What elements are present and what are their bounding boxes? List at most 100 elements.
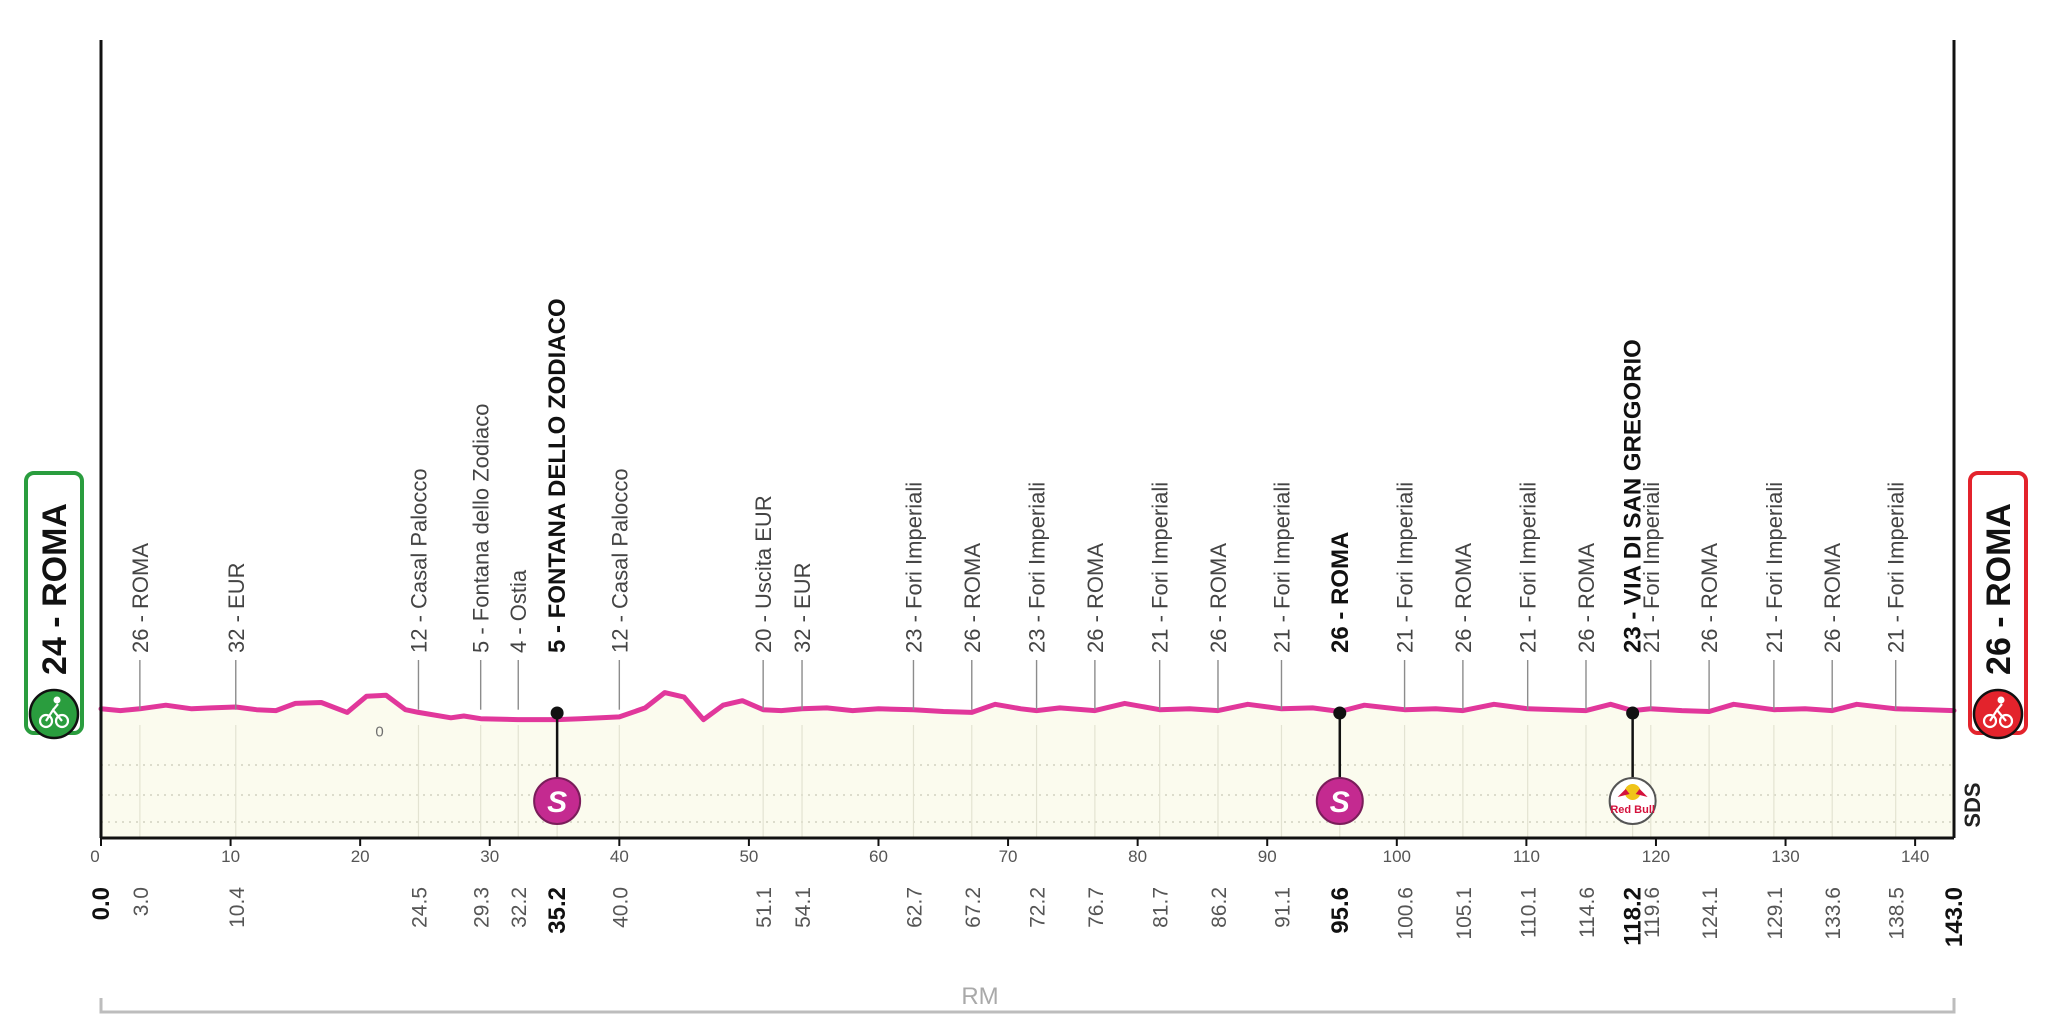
redbull-icon-text: Red Bull [1610, 804, 1655, 816]
x-tick-label: 80 [1128, 847, 1147, 866]
location-label: 21 - Fori Imperiali [1884, 482, 1909, 653]
cyclist-wheel [54, 713, 70, 729]
km-label: 95.6 [1327, 887, 1354, 934]
cyclist-icon [1972, 688, 2024, 740]
km-label: 51.1 [753, 887, 776, 928]
km-markers: 0.0 3.0 10.4 24.5 29.3 32.2 35.2 40.0 51.1 54.1 62… [88, 887, 1968, 947]
location-label: 26 - ROMA [128, 543, 153, 653]
x-tick-label: 10 [221, 847, 240, 866]
location-label: 26 - ROMA [1697, 543, 1722, 653]
x-tick-label: 0 [90, 847, 99, 866]
km-label: 133.6 [1822, 887, 1845, 940]
location-label: 5 - Fontana dello Zodiaco [469, 404, 494, 654]
location-label: 32 - EUR [790, 563, 815, 653]
x-tick-label: 100 [1383, 847, 1411, 866]
location-label: 21 - Fori Imperiali [1393, 482, 1418, 653]
x-tick-label: 50 [739, 847, 758, 866]
cyclist-wheel [38, 713, 54, 729]
location-label: 12 - Casal Palocco [406, 468, 431, 653]
x-tick-label: 40 [610, 847, 629, 866]
x-tick-label: 60 [869, 847, 888, 866]
location-label: 5 - FONTANA DELLO ZODIACO [544, 298, 571, 653]
redbull-icon [1608, 777, 1657, 825]
start-badge-label: 24 - ROMA [36, 503, 74, 675]
location-label: 26 - ROMA [1083, 543, 1108, 653]
location-label: 4 - Ostia [506, 569, 531, 653]
cyclist-head [53, 696, 61, 704]
km-label: 10.4 [226, 887, 249, 928]
km-label: 86.2 [1208, 887, 1231, 928]
location-label: 23 - Fori Imperiali [901, 482, 926, 653]
sprint-icon [1315, 777, 1364, 825]
km-label: 100.6 [1395, 887, 1418, 940]
sprint-icon-letter: S [1330, 786, 1350, 819]
x-tick-label: 20 [351, 847, 370, 866]
baseline-label: 0 [375, 723, 383, 740]
km-label: 76.7 [1085, 887, 1108, 928]
km-label: 24.5 [408, 887, 431, 928]
location-label: 20 - Uscita EUR [751, 495, 776, 653]
km-label: 105.1 [1453, 887, 1476, 940]
x-tick-label: 110 [1513, 847, 1540, 866]
location-label: 12 - Casal Palocco [607, 468, 632, 653]
location-label: 21 - Fori Imperiali [1762, 482, 1787, 653]
x-tick-label: 120 [1642, 847, 1670, 866]
x-tick-label: 140 [1901, 847, 1929, 866]
profile-line [98, 690, 1957, 723]
location-label: 21 - Fori Imperiali [1516, 482, 1541, 653]
marker-dot-21 [1626, 706, 1640, 720]
region-bracket: RM [99, 983, 1956, 1014]
start-finish-badges: 24 - ROMA 26 - ROMA SDS [24, 471, 2028, 828]
km-label: 32.2 [508, 887, 531, 928]
km-label: 62.7 [903, 887, 926, 928]
location-label: 26 - ROMA [960, 543, 985, 653]
location-label: 23 - VIA DI SAN GREGORIO [1620, 339, 1647, 653]
km-label: 67.2 [962, 887, 985, 928]
redbull-bulls [1617, 789, 1648, 797]
km-label: 138.5 [1886, 887, 1909, 940]
location-label: 21 - Fori Imperiali [1148, 482, 1173, 653]
km-label: 81.7 [1150, 887, 1173, 928]
km-label: 3.0 [130, 887, 153, 916]
km-start: 0.0 [88, 887, 115, 920]
km-label: 114.6 [1576, 887, 1599, 938]
km-label: 29.3 [471, 887, 494, 928]
km-label: 118.2 [1620, 887, 1647, 946]
km-label: 110.1 [1518, 887, 1541, 938]
x-tick-label: 30 [480, 847, 499, 866]
x-tick-label: 70 [999, 847, 1018, 866]
km-label: 35.2 [544, 887, 571, 934]
km-label: 54.1 [792, 887, 815, 928]
location-label: 26 - ROMA [1574, 543, 1599, 653]
location-label: 21 - Fori Imperiali [1639, 482, 1664, 653]
location-label: 26 - ROMA [1206, 543, 1231, 653]
sprint-icon [533, 777, 582, 825]
finish-badge-label: 26 - ROMA [1980, 503, 2018, 675]
marker-dot-5 [550, 706, 564, 720]
km-label: 40.0 [609, 887, 632, 928]
location-label: 26 - ROMA [1820, 543, 1845, 653]
frame [99, 40, 1956, 838]
location-label: 23 - Fori Imperiali [1025, 482, 1050, 653]
sprint-icon-letter: S [547, 786, 567, 819]
marker-dot-16 [1333, 706, 1347, 720]
cyclist-wheel [1982, 713, 1998, 729]
x-tick-label: 130 [1771, 847, 1799, 866]
km-label: 72.2 [1027, 887, 1050, 928]
cyclist-body [1989, 703, 2007, 722]
cyclist-body [45, 703, 63, 722]
location-labels: 26 - ROMA 32 - EUR 12 - Casal Palocco 5 - F… [128, 298, 1909, 825]
x-tick-label: 90 [1258, 847, 1277, 866]
cyclist-icon [28, 688, 80, 740]
km-label: 91.1 [1271, 887, 1294, 928]
location-label: 26 - ROMA [1451, 543, 1476, 653]
location-label: 21 - Fori Imperiali [1269, 482, 1294, 653]
redbull-sun [1624, 784, 1641, 800]
location-label: 26 - ROMA [1327, 532, 1354, 653]
km-finish: 143.0 [1941, 887, 1968, 947]
sds-logo: SDS [1960, 782, 1985, 827]
chart-area: 0 [98, 690, 1957, 838]
cyclist-head [1997, 696, 2005, 704]
km-label: 129.1 [1764, 887, 1787, 940]
